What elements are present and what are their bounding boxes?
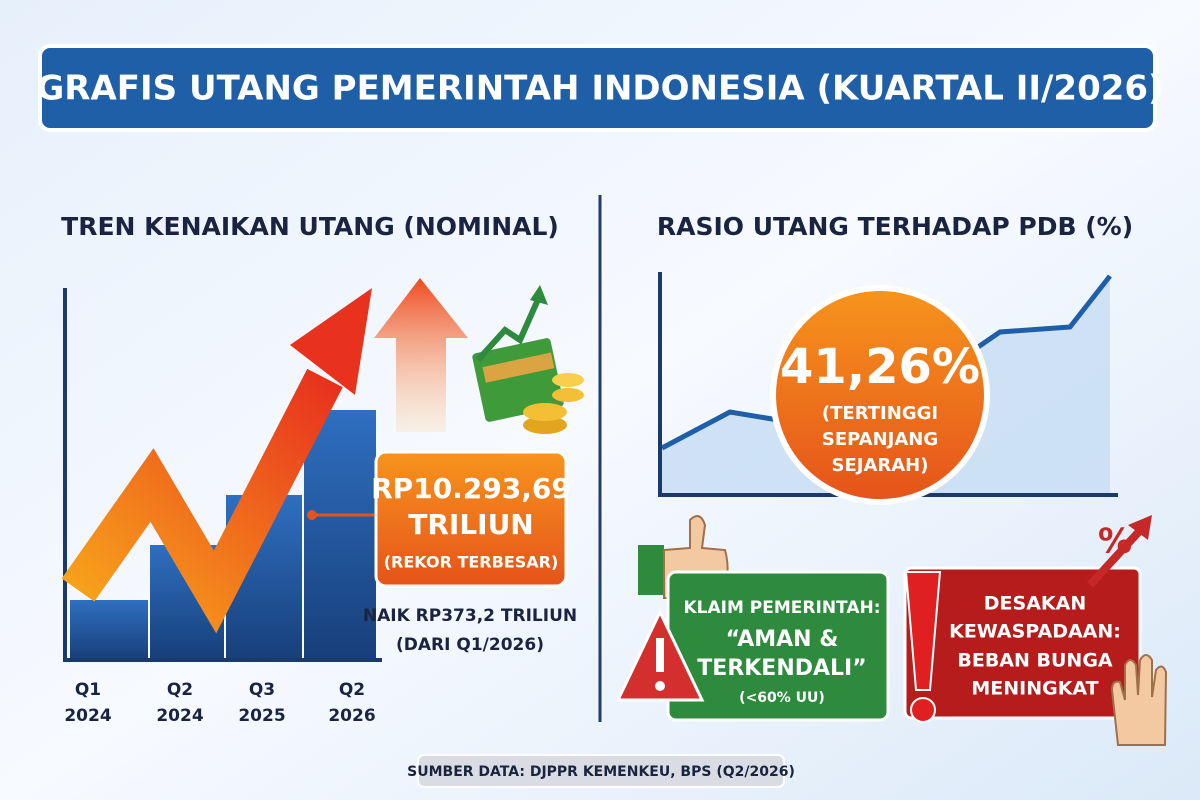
nominal-chart (61, 278, 584, 662)
stop-hand-icon (1110, 654, 1168, 746)
ratio-note: SEJARAH) (832, 455, 929, 476)
connector-dot (307, 510, 317, 520)
up-arrow (374, 278, 468, 432)
claim-text: TERKENDALI” (697, 656, 866, 681)
period-label: Q1 (75, 680, 101, 700)
period-label: Q2 (339, 680, 365, 700)
source: SUMBER DATA: DJPPR KEMENKEU, BPS (Q2/202… (407, 764, 795, 780)
warning-box (903, 566, 1142, 720)
money-icon (472, 285, 584, 434)
period-label: 2026 (328, 706, 375, 726)
trend-arrow (61, 368, 343, 634)
period-label: 2024 (156, 706, 203, 726)
exclamation-icon (904, 571, 942, 723)
ratio-value: 41,26% (780, 339, 980, 395)
percent-arrow-icon: % (1087, 515, 1152, 588)
warning-text: DESAKAN (984, 593, 1086, 615)
period-label: Q3 (249, 680, 275, 700)
svg-text:%: % (1098, 522, 1132, 562)
warning-text: MENINGKAT (971, 678, 1098, 700)
period-label: 2024 (64, 706, 111, 726)
bar (70, 600, 148, 660)
warning-triangle (615, 608, 705, 702)
period-labels: Q1 2024 Q2 2024 Q3 2025 Q2 2026 (64, 680, 375, 726)
source-box (417, 754, 785, 788)
warning-text: KEWASPADAAN: (949, 621, 1121, 643)
right-heading: RASIO UTANG TERHADAP PDB (%) (657, 212, 1133, 241)
period-label: Q2 (167, 680, 193, 700)
callout-unit: TRILIUN (408, 508, 534, 541)
bar (304, 410, 376, 660)
warning-text: BEBAN BUNGA (957, 650, 1113, 672)
title: GRAFIS UTANG PEMERINTAH INDONESIA (KUART… (36, 69, 1163, 109)
claim-note: (<60% UU) (739, 690, 825, 706)
increase-note: NAIK RP373,2 TRILIUN (363, 606, 577, 626)
increase-note: (DARI Q1/2026) (396, 635, 544, 655)
left-heading: TREN KENAIKAN UTANG (NOMINAL) (61, 212, 559, 241)
callout-box (374, 450, 568, 588)
ratio-note: SEPANJANG (822, 429, 938, 450)
ratio-note: (TERTINGGI (822, 403, 938, 424)
period-label: 2025 (238, 706, 285, 726)
claim-text: “AMAN & (726, 627, 839, 652)
ratio-badge (770, 285, 990, 505)
title-bar (38, 44, 1157, 132)
claim-label: KLAIM PEMERINTAH: (683, 598, 880, 618)
trend-arrow-head (290, 288, 372, 395)
ratio-chart (658, 272, 1118, 505)
callout-value: RP10.293,69 (371, 472, 571, 505)
callout-note: (REKOR TERBESAR) (384, 553, 559, 572)
